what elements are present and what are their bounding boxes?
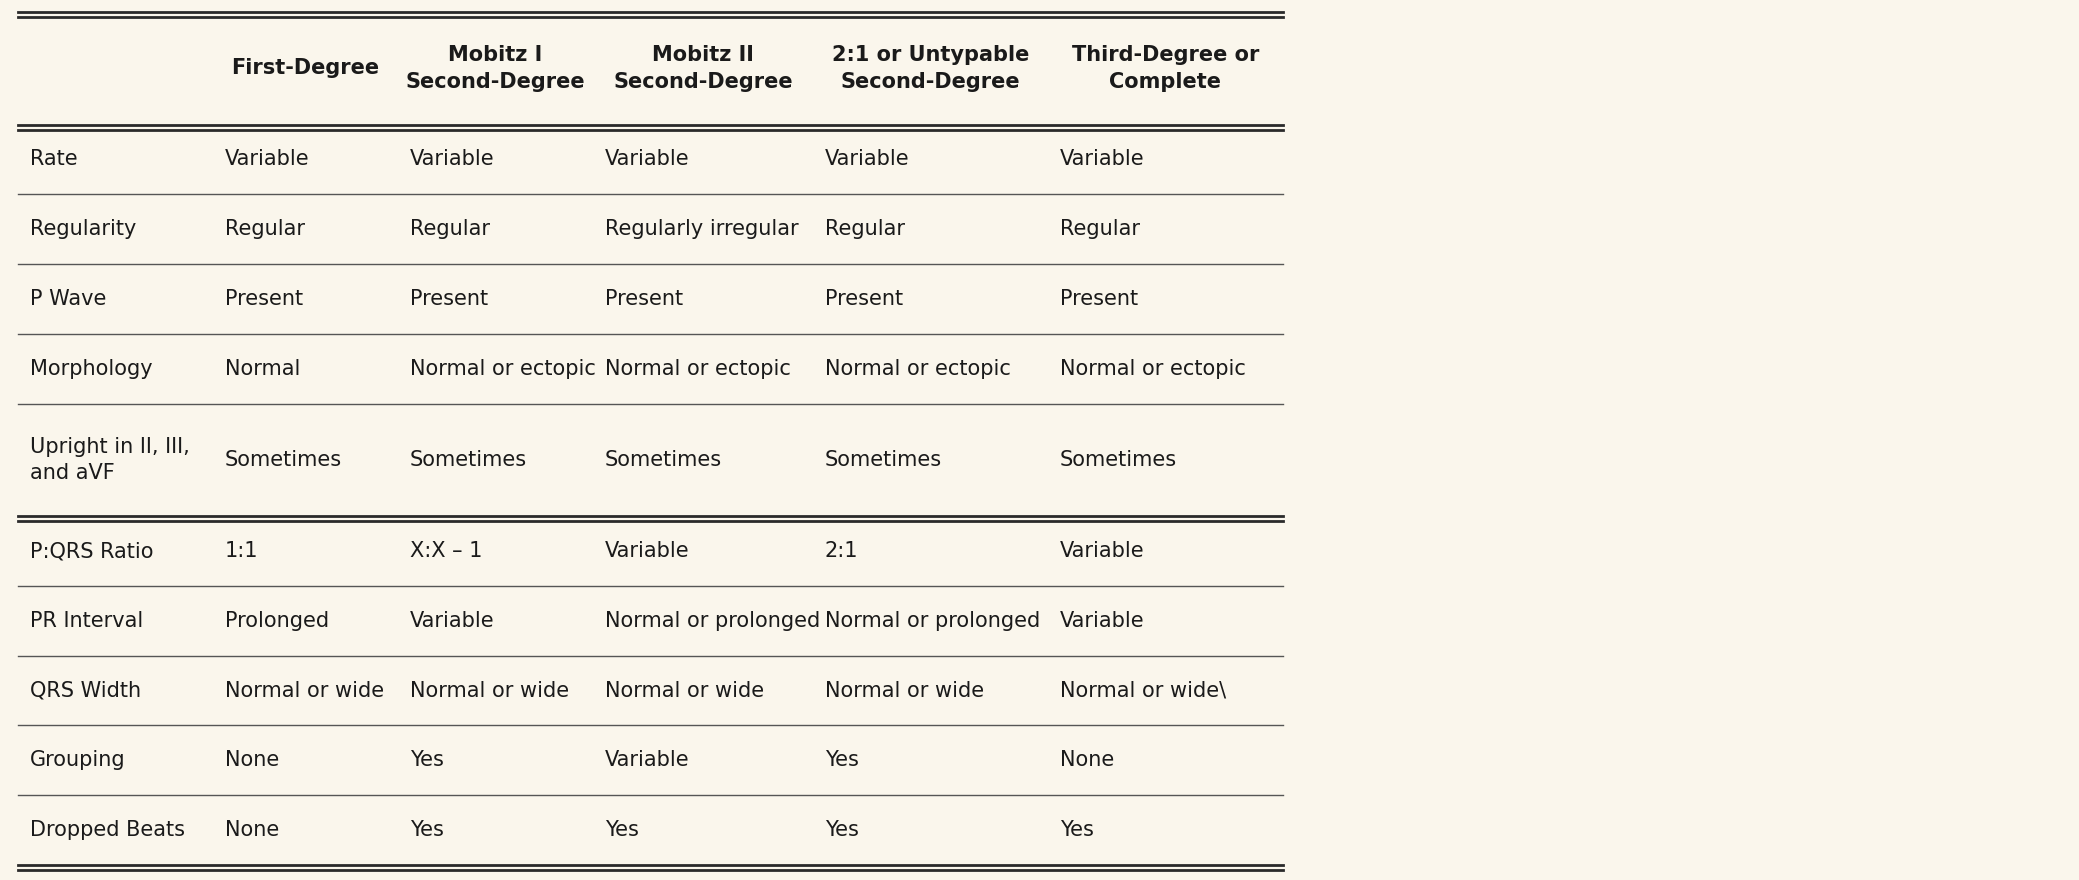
Text: Variable: Variable [825,150,911,170]
Text: Normal or wide: Normal or wide [605,680,765,700]
Text: Normal or ectopic: Normal or ectopic [1060,359,1245,378]
Text: Yes: Yes [605,820,638,840]
Text: Mobitz I
Second-Degree: Mobitz I Second-Degree [405,45,586,92]
Text: P:QRS Ratio: P:QRS Ratio [29,541,154,561]
Text: Normal or ectopic: Normal or ectopic [410,359,597,378]
Text: Normal: Normal [225,359,299,378]
Text: None: None [225,751,279,770]
Text: None: None [225,820,279,840]
Text: Normal or wide: Normal or wide [225,680,385,700]
Text: 2:1: 2:1 [825,541,859,561]
Text: Prolonged: Prolonged [225,611,328,631]
Text: Normal or ectopic: Normal or ectopic [605,359,790,378]
Text: Normal or prolonged: Normal or prolonged [825,611,1040,631]
Text: Rate: Rate [29,150,77,170]
Text: Mobitz II
Second-Degree: Mobitz II Second-Degree [613,45,792,92]
Text: Present: Present [225,289,304,309]
Text: 2:1 or Untypable
Second-Degree: 2:1 or Untypable Second-Degree [832,45,1029,92]
Text: Normal or wide: Normal or wide [410,680,570,700]
Text: Normal or prolonged: Normal or prolonged [605,611,821,631]
Text: None: None [1060,751,1114,770]
Text: Dropped Beats: Dropped Beats [29,820,185,840]
Text: Regularity: Regularity [29,219,137,239]
Text: Regularly irregular: Regularly irregular [605,219,798,239]
Text: X:X – 1: X:X – 1 [410,541,482,561]
Text: Regular: Regular [825,219,904,239]
Text: Yes: Yes [410,820,445,840]
Text: PR Interval: PR Interval [29,611,143,631]
Text: Yes: Yes [1060,820,1094,840]
Text: Variable: Variable [410,150,495,170]
Text: Normal or wide\: Normal or wide\ [1060,680,1227,700]
Text: Yes: Yes [825,751,859,770]
Text: Variable: Variable [225,150,310,170]
Text: 1:1: 1:1 [225,541,258,561]
Text: Variable: Variable [1060,611,1146,631]
Text: Sometimes: Sometimes [410,450,528,470]
Text: Yes: Yes [410,751,445,770]
Text: Normal or ectopic: Normal or ectopic [825,359,1010,378]
Text: Morphology: Morphology [29,359,152,378]
Text: Regular: Regular [1060,219,1139,239]
Text: Regular: Regular [225,219,306,239]
Text: Present: Present [410,289,489,309]
Text: Present: Present [605,289,684,309]
Text: Variable: Variable [605,150,690,170]
Text: Sometimes: Sometimes [1060,450,1177,470]
Text: QRS Width: QRS Width [29,680,141,700]
Text: Variable: Variable [1060,541,1146,561]
Text: Yes: Yes [825,820,859,840]
Text: Grouping: Grouping [29,751,125,770]
Text: Present: Present [825,289,902,309]
Text: Sometimes: Sometimes [225,450,343,470]
Text: Present: Present [1060,289,1137,309]
Text: Variable: Variable [1060,150,1146,170]
Text: Variable: Variable [605,751,690,770]
Text: Sometimes: Sometimes [825,450,942,470]
Text: Regular: Regular [410,219,491,239]
Text: Variable: Variable [410,611,495,631]
Text: P Wave: P Wave [29,289,106,309]
Text: Third-Degree or
Complete: Third-Degree or Complete [1073,45,1260,92]
Text: Variable: Variable [605,541,690,561]
Text: Upright in II, III,
and aVF: Upright in II, III, and aVF [29,437,189,483]
Text: Sometimes: Sometimes [605,450,721,470]
Text: First-Degree: First-Degree [231,58,380,78]
Text: Normal or wide: Normal or wide [825,680,983,700]
